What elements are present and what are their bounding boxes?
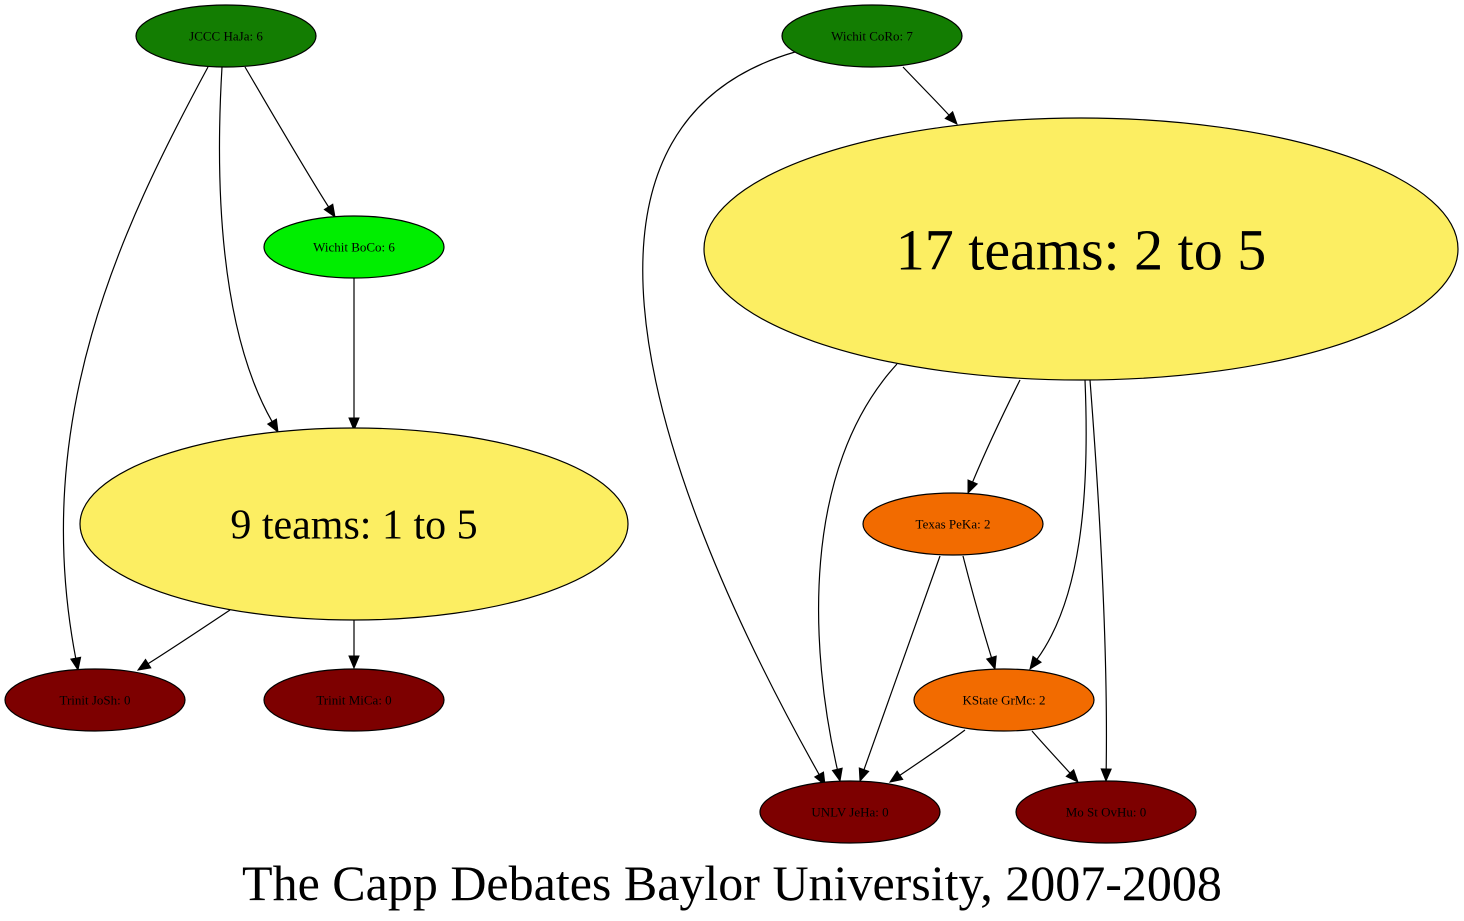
- edge-kstate_grmc-to-most_ovhu: [1031, 730, 1071, 774]
- arrowhead-group_17-to-texas_peka: [967, 479, 979, 495]
- edge-group_17-to-unlv_jeha: [818, 363, 898, 770]
- arrowhead-kstate_grmc-to-most_ovhu: [1065, 768, 1079, 783]
- node-label: Trinit MiCa: 0: [316, 693, 391, 708]
- edge-group_17-to-kstate_grmc: [1036, 379, 1087, 660]
- edge-jccc_haja-to-wichit_boco: [244, 66, 330, 208]
- node-group-17: 17 teams: 2 to 5: [703, 117, 1459, 381]
- arrowhead-kstate_grmc-to-unlv_jeha: [888, 770, 904, 783]
- arrowhead-wichit_coro-to-unlv_jeha: [813, 771, 826, 787]
- node-trinit-josh: Trinit JoSh: 0: [4, 668, 186, 732]
- edge-texas_peka-to-unlv_jeha: [863, 555, 941, 770]
- node-trinit-mica: Trinit MiCa: 0: [263, 668, 445, 732]
- edge-group_17-to-most_ovhu: [1089, 379, 1108, 770]
- node-ellipse: [862, 492, 1044, 556]
- arrowhead-group_17-to-most_ovhu: [1100, 768, 1112, 783]
- edge-wichit_coro-to-unlv_jeha: [642, 51, 820, 775]
- arrowhead-group_17-to-kstate_grmc: [1029, 655, 1042, 671]
- edge-group_17-to-texas_peka: [972, 379, 1021, 483]
- edge-jccc_haja-to-trinit_josh: [62, 66, 209, 659]
- node-kstate-grmc: KState GrMc: 2: [913, 668, 1095, 732]
- arrowhead-jccc_haja-to-trinit_josh: [69, 656, 82, 672]
- node-label: 9 teams: 1 to 5: [230, 503, 477, 549]
- node-wichit-boco: Wichit BoCo: 6: [263, 215, 445, 279]
- arrowhead-texas_peka-to-kstate_grmc: [985, 655, 997, 671]
- node-ellipse: [79, 427, 629, 621]
- edge-texas_peka-to-kstate_grmc: [962, 555, 993, 658]
- node-most-ovhu: Mo St OvHu: 0: [1015, 780, 1197, 844]
- node-label: KState GrMc: 2: [962, 693, 1045, 708]
- arrowhead-jccc_haja-to-group_9: [266, 418, 279, 434]
- node-label: 17 teams: 2 to 5: [896, 217, 1267, 282]
- node-ellipse: [1015, 780, 1197, 844]
- node-ellipse: [913, 668, 1095, 732]
- nodes-layer: JCCC HaJa: 6 Wichit BoCo: 6 9 teams: 1 to …: [4, 4, 1459, 844]
- node-ellipse: [759, 780, 941, 844]
- graph-title: The Capp Debates Baylor University, 2007…: [242, 855, 1222, 911]
- arrowhead-wichit_coro-to-group_17: [944, 110, 958, 125]
- arrowhead-texas_peka-to-unlv_jeha: [858, 767, 870, 783]
- node-ellipse: [4, 668, 186, 732]
- node-label: JCCC HaJa: 6: [189, 29, 263, 44]
- node-label: Trinit JoSh: 0: [59, 693, 130, 708]
- arrowhead-group_17-to-unlv_jeha: [831, 767, 843, 783]
- arrowhead-wichit_boco-to-group_9: [348, 417, 360, 432]
- node-ellipse: [263, 668, 445, 732]
- arrowhead-group_9-to-trinit_mica: [348, 655, 360, 670]
- node-texas-peka: Texas PeKa: 2: [862, 492, 1044, 556]
- node-label: Texas PeKa: 2: [916, 517, 991, 532]
- edge-wichit_coro-to-group_17: [902, 66, 950, 116]
- node-label: Wichit CoRo: 7: [831, 29, 913, 44]
- node-label: Wichit BoCo: 6: [313, 240, 395, 255]
- edge-kstate_grmc-to-unlv_jeha: [899, 729, 966, 776]
- edge-jccc_haja-to-group_9: [218, 66, 273, 422]
- node-ellipse: [263, 215, 445, 279]
- node-label: Mo St OvHu: 0: [1066, 805, 1147, 820]
- node-wichit-coro: Wichit CoRo: 7: [781, 4, 963, 68]
- node-ellipse: [781, 4, 963, 68]
- arrowhead-group_9-to-trinit_josh: [136, 658, 152, 671]
- node-unlv-jeha: UNLV JeHa: 0: [759, 780, 941, 844]
- node-jccc-haja: JCCC HaJa: 6: [135, 4, 317, 68]
- edges-layer: [62, 51, 1112, 787]
- edge-group_9-to-trinit_josh: [147, 609, 231, 665]
- arrowhead-jccc_haja-to-wichit_boco: [323, 203, 336, 219]
- node-ellipse: [135, 4, 317, 68]
- node-ellipse: [703, 117, 1459, 381]
- node-group-9: 9 teams: 1 to 5: [79, 427, 629, 621]
- node-label: UNLV JeHa: 0: [811, 805, 888, 820]
